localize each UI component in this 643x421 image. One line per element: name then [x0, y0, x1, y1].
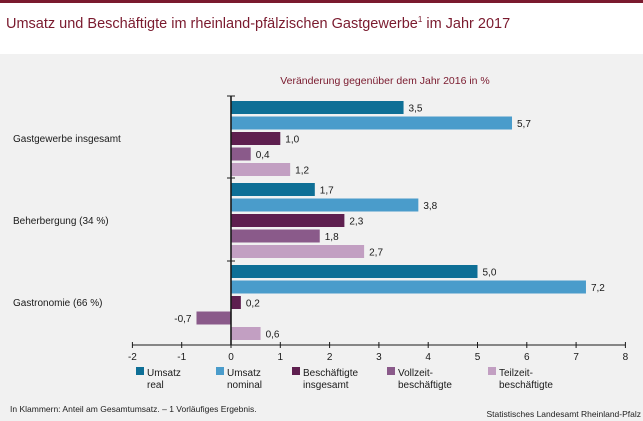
bar — [231, 116, 513, 130]
source-label: Statistisches Landesamt Rheinland-Pfalz — [486, 409, 642, 419]
category-label: Gastgewerbe insgesamt — [13, 134, 121, 145]
data-label: 0,6 — [266, 330, 280, 341]
chart-title: Umsatz und Beschäftigte im rheinland-pfä… — [6, 15, 511, 32]
bar — [231, 183, 315, 196]
x-tick-label: -2 — [128, 352, 137, 363]
x-tick-label: -1 — [177, 352, 186, 363]
legend-swatch — [136, 367, 144, 375]
x-tick-label: 5 — [475, 352, 481, 363]
chart-panel — [0, 54, 643, 421]
legend-label: Umsatz — [147, 368, 181, 379]
bar — [196, 311, 231, 325]
legend-swatch — [488, 367, 496, 375]
x-tick-label: 7 — [573, 352, 579, 363]
data-label: 3,5 — [409, 104, 423, 115]
data-label: 5,0 — [483, 268, 497, 279]
bar — [231, 229, 320, 243]
bar — [231, 147, 251, 161]
data-label: -0,7 — [174, 314, 192, 325]
bars-layer: Gastgewerbe insgesamt Beherbergung (34 %)… — [13, 101, 605, 341]
x-tick-label: 0 — [228, 352, 234, 363]
category-label: Beherbergung (34 %) — [13, 216, 109, 227]
data-label: 1,2 — [295, 166, 309, 177]
legend-label: Beschäftigte — [303, 368, 358, 379]
legend-swatch — [216, 367, 224, 375]
x-tick-label: 3 — [376, 352, 382, 363]
category-label: Gastronomie (66 %) — [13, 298, 102, 309]
legend-label: Vollzeit- — [398, 368, 433, 379]
top-accent-bar — [0, 0, 643, 3]
legend-label: insgesamt — [303, 380, 349, 391]
data-label: 7,2 — [591, 283, 605, 294]
x-tick-label: 2 — [327, 352, 333, 363]
axes-layer: -2 -1 0 1 2 3 4 5 6 7 8 — [128, 95, 629, 363]
x-tick-label: 6 — [524, 352, 530, 363]
legend-swatch — [387, 367, 395, 375]
x-tick-label: 8 — [623, 352, 629, 363]
data-label: 1,0 — [285, 135, 299, 146]
data-label: 1,8 — [325, 232, 339, 243]
bar — [231, 163, 291, 176]
data-label: 0,4 — [256, 150, 270, 161]
legend-label: nominal — [227, 380, 262, 391]
legend-label: beschäftigte — [398, 380, 452, 391]
bar — [231, 296, 241, 309]
data-label: 3,8 — [423, 201, 437, 212]
legend-label: Teilzeit- — [499, 368, 533, 379]
legend: UmsatzrealUmsatznominalBeschäftigteinsge… — [136, 367, 553, 391]
bar — [231, 198, 419, 212]
bar — [231, 101, 404, 114]
chart-subtitle: Veränderung gegenüber dem Jahr 2016 in % — [280, 75, 490, 87]
bar — [231, 214, 345, 227]
data-label: 2,3 — [349, 217, 363, 228]
bar — [231, 280, 586, 294]
legend-label: beschäftigte — [499, 380, 553, 391]
footnote: In Klammern: Anteil am Gesamtumsatz. – 1… — [10, 404, 257, 414]
bar — [231, 245, 365, 258]
data-label: 5,7 — [517, 119, 531, 130]
legend-label: real — [147, 380, 164, 391]
x-tick-label: 1 — [278, 352, 284, 363]
x-tick-label: 4 — [425, 352, 431, 363]
data-label: 2,7 — [369, 248, 383, 259]
bar — [231, 265, 478, 278]
bar — [231, 327, 261, 340]
bar — [231, 132, 281, 145]
legend-label: Umsatz — [227, 368, 261, 379]
data-label: 1,7 — [320, 186, 334, 197]
data-label: 0,2 — [246, 299, 260, 310]
legend-swatch — [292, 367, 300, 375]
